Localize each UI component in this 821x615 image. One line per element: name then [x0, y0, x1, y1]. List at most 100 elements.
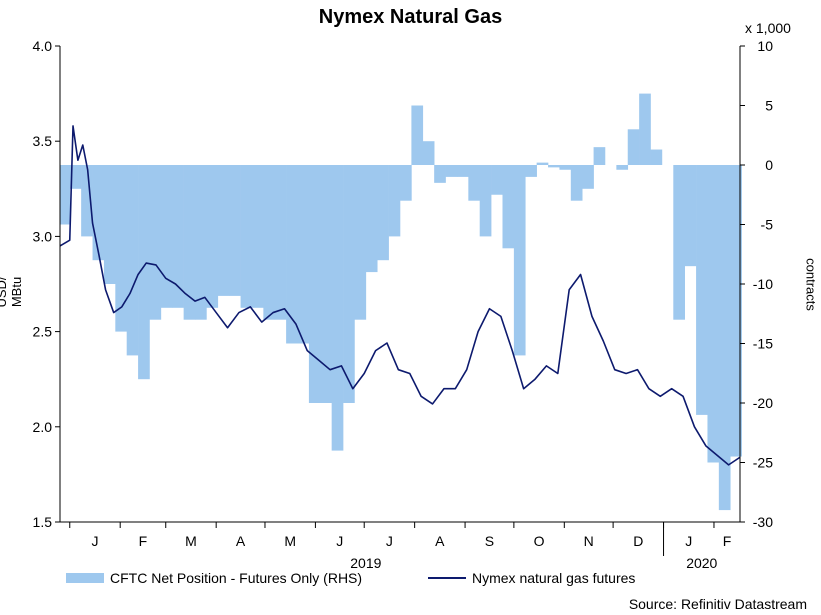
cftc-bar [320, 165, 332, 403]
cftc-bar [616, 165, 629, 170]
cftc-bar [183, 165, 196, 320]
cftc-net-position-area [60, 93, 742, 511]
cftc-bar [92, 165, 105, 261]
x-month-label: N [584, 533, 594, 549]
cftc-bar [354, 165, 367, 320]
cftc-bar [365, 165, 378, 273]
cftc-bar [229, 165, 241, 296]
right-tick-label: -30 [753, 514, 773, 530]
cftc-bar [536, 162, 549, 165]
cftc-bar [286, 165, 298, 344]
cftc-bar [172, 165, 184, 308]
x-year-label: 2020 [686, 555, 717, 571]
chart-title: Nymex Natural Gas [318, 6, 503, 28]
x-month-label: S [485, 533, 494, 549]
cftc-bar [331, 165, 344, 451]
cftc-bar [570, 165, 583, 201]
cftc-bar [81, 165, 93, 237]
cftc-bar [730, 165, 742, 457]
cftc-bar [513, 165, 526, 356]
left-tick-label: 2.0 [33, 419, 53, 435]
right-tick-label: 0 [765, 157, 773, 173]
legend-swatch-line [428, 577, 466, 579]
cftc-bar [377, 165, 389, 261]
cftc-bar [502, 165, 515, 249]
cftc-bar [422, 141, 435, 165]
right-axis-label: contracts [803, 258, 819, 311]
cftc-bar [274, 165, 287, 320]
cftc-bar [684, 165, 697, 267]
cftc-bar [468, 165, 481, 201]
cftc-bar [445, 165, 458, 177]
source-note: Source: Refinitiv Datastream [628, 596, 807, 612]
x-month-label: M [284, 533, 296, 549]
right-tick-label: -5 [761, 217, 774, 233]
cftc-bar [696, 165, 708, 415]
natural-gas-price-line [59, 125, 741, 466]
cftc-bar [491, 165, 503, 195]
cftc-bar [115, 165, 127, 332]
legend-item-gas: Nymex natural gas futures [428, 570, 635, 586]
x-month-label: M [185, 533, 197, 549]
cftc-bar [411, 105, 424, 165]
x-month-label: D [633, 533, 643, 549]
cftc-bar [650, 149, 663, 165]
cftc-bar [251, 165, 264, 308]
legend-label-cftc: CFTC Net Position - Futures Only (RHS) [110, 570, 363, 586]
cftc-bar [69, 165, 82, 189]
left-tick-label: 2.5 [33, 324, 53, 340]
cftc-bar [479, 165, 492, 237]
cftc-bar [707, 165, 720, 463]
cftc-bar [639, 93, 651, 165]
x-month-label: A [236, 533, 246, 549]
cftc-bar [673, 165, 685, 320]
cftc-bar [525, 165, 537, 177]
right-tick-label: -25 [753, 455, 773, 471]
cftc-bar [388, 165, 401, 237]
cftc-bar [582, 165, 594, 189]
cftc-bar [160, 165, 173, 308]
left-tick-label: 1.5 [33, 514, 53, 530]
gas-price-polyline [59, 125, 741, 466]
cftc-bar [400, 165, 412, 201]
cftc-bar [103, 165, 116, 284]
cftc-bar [217, 165, 230, 296]
right-tick-label: -20 [753, 395, 773, 411]
cftc-bar [593, 147, 606, 165]
cftc-bar [60, 165, 71, 225]
cftc-bar [308, 165, 321, 403]
x-month-label: F [723, 533, 732, 549]
legend-item-cftc: CFTC Net Position - Futures Only (RHS) [66, 570, 362, 586]
x-month-label: F [139, 533, 148, 549]
right-tick-label: -15 [753, 336, 773, 352]
cftc-bar [718, 165, 731, 511]
left-tick-label: 3.0 [33, 228, 53, 244]
x-month-label: J [336, 533, 343, 549]
cftc-bar [149, 165, 162, 320]
legend-swatch-area [66, 573, 104, 583]
right-axis-units-note: x 1,000 [745, 20, 791, 36]
x-month-label: O [534, 533, 545, 549]
cftc-bar [456, 165, 469, 177]
cftc-bar [240, 165, 253, 308]
left-tick-label: 3.5 [33, 133, 53, 149]
axes: 1.5 2.0 2.5 3.0 3.5 4.0 -30 -25 -20 -15 -10 -5 0 5 10 J… [33, 38, 774, 571]
x-month-label: A [435, 533, 445, 549]
cftc-bar [195, 165, 207, 320]
right-tick-label: -10 [753, 276, 773, 292]
left-axis-label: USD/ MBtu [0, 276, 24, 308]
x-month-label: J [386, 533, 393, 549]
legend-label-gas: Nymex natural gas futures [472, 570, 636, 586]
cftc-bar [138, 165, 150, 380]
x-month-label: J [685, 533, 692, 549]
cftc-bar [206, 165, 219, 308]
cftc-bar [126, 165, 139, 356]
cftc-bar [559, 165, 572, 170]
cftc-bar [627, 129, 640, 165]
cftc-bar [297, 165, 310, 344]
right-tick-label: 10 [757, 38, 773, 54]
right-tick-label: 5 [765, 98, 773, 114]
left-tick-label: 4.0 [33, 38, 53, 54]
x-year-label: 2019 [350, 555, 381, 571]
